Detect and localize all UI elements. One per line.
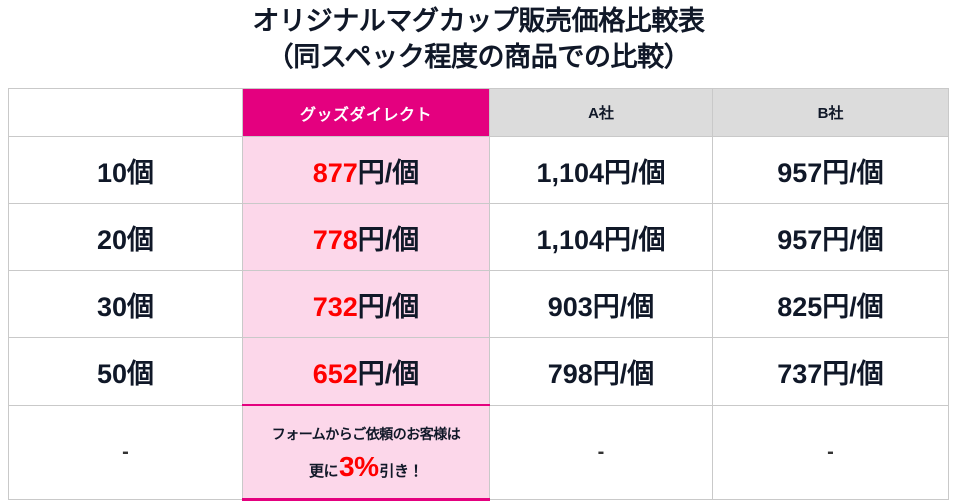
cell-price-company-b: 825円/個 xyxy=(712,270,949,338)
price-number: 732 xyxy=(312,291,358,322)
header-cell-quantity xyxy=(8,88,243,137)
price-unit: 円/個 xyxy=(357,291,420,322)
price-number: 798 xyxy=(547,358,593,389)
cell-quantity: 20個 xyxy=(8,203,243,271)
price-unit: 円/個 xyxy=(604,224,666,255)
price-number: 1,104 xyxy=(536,157,605,188)
price-number: 1,104 xyxy=(536,224,605,255)
cell-quantity: 50個 xyxy=(8,337,243,406)
header-cell-goods-direct: グッズダイレクト xyxy=(242,88,490,137)
table-row: 30個 732円/個 903円/個 825円/個 xyxy=(8,270,949,338)
price-comparison-table: グッズダイレクト A社 B社 10個 877円/個 1,104円/個 957円/… xyxy=(8,88,949,501)
dash-placeholder: - xyxy=(122,440,129,463)
price-number: 825 xyxy=(777,291,823,322)
price-unit: 円/個 xyxy=(592,291,655,322)
title-line-2: （同スペック程度の商品での比較） xyxy=(266,42,691,72)
price-unit: 円/個 xyxy=(822,157,884,188)
promo-suffix: 引き！ xyxy=(379,462,423,480)
promo-percent: 3% xyxy=(339,450,379,482)
price-unit: 円/個 xyxy=(357,358,420,389)
table-header-row: グッズダイレクト A社 B社 xyxy=(8,88,949,137)
price-number: 737 xyxy=(777,358,823,389)
cell-price-company-b: 957円/個 xyxy=(712,136,949,204)
cell-price-company-a: 903円/個 xyxy=(489,270,713,338)
cell-note-company-b: - xyxy=(712,404,949,500)
cell-quantity-empty: - xyxy=(8,404,243,500)
price-unit: 円/個 xyxy=(357,157,420,188)
cell-note-company-a: - xyxy=(489,404,713,500)
header-cell-company-a: A社 xyxy=(489,88,713,137)
price-unit: 円/個 xyxy=(822,224,884,255)
price-number: 652 xyxy=(312,358,358,389)
table-row: 10個 877円/個 1,104円/個 957円/個 xyxy=(8,136,949,204)
price-unit: 円/個 xyxy=(357,224,420,255)
price-unit: 円/個 xyxy=(822,291,884,322)
dash-placeholder: - xyxy=(827,440,834,463)
cell-quantity: 10個 xyxy=(8,136,243,204)
cell-price-company-a: 1,104円/個 xyxy=(489,136,713,204)
cell-price-company-a: 798円/個 xyxy=(489,337,713,406)
price-unit: 円/個 xyxy=(604,157,666,188)
price-number: 957 xyxy=(777,224,823,255)
price-comparison-table-wrapper: グッズダイレクト A社 B社 10個 877円/個 1,104円/個 957円/… xyxy=(8,88,949,501)
table-row: 50個 652円/個 798円/個 737円/個 xyxy=(8,337,949,406)
price-unit: 円/個 xyxy=(592,358,655,389)
promo-prefix: 更に xyxy=(309,462,339,480)
price-number: 957 xyxy=(777,157,823,188)
header-cell-company-b: B社 xyxy=(712,88,949,137)
cell-price-company-b: 737円/個 xyxy=(712,337,949,406)
cell-price-company-a: 1,104円/個 xyxy=(489,203,713,271)
title-line-1: オリジナルマグカップ販売価格比較表 xyxy=(252,6,705,36)
cell-price-goods-direct: 652円/個 xyxy=(242,337,490,406)
table-row: 20個 778円/個 1,104円/個 957円/個 xyxy=(8,203,949,271)
cell-quantity: 30個 xyxy=(8,270,243,338)
cell-price-goods-direct: 778円/個 xyxy=(242,203,490,271)
table-note-row: - フォームからご依頼のお客様は 更に 3% 引き！ - - xyxy=(8,404,949,501)
price-number: 778 xyxy=(312,224,358,255)
dash-placeholder: - xyxy=(597,440,605,463)
promo-line-1: フォームからご依頼のお客様は xyxy=(271,425,461,442)
cell-price-goods-direct: 732円/個 xyxy=(242,270,490,338)
cell-price-company-b: 957円/個 xyxy=(712,203,949,271)
promo-block: フォームからご依頼のお客様は 更に 3% 引き！ xyxy=(243,406,489,498)
cell-price-goods-direct: 877円/個 xyxy=(242,136,490,204)
cell-promo-goods-direct: フォームからご依頼のお客様は 更に 3% 引き！ xyxy=(242,404,490,501)
page-title: オリジナルマグカップ販売価格比較表 （同スペック程度の商品での比較） xyxy=(0,0,957,75)
price-number: 903 xyxy=(547,291,593,322)
price-number: 877 xyxy=(312,157,358,188)
price-unit: 円/個 xyxy=(822,358,884,389)
promo-line-2: 更に 3% 引き！ xyxy=(309,450,423,482)
